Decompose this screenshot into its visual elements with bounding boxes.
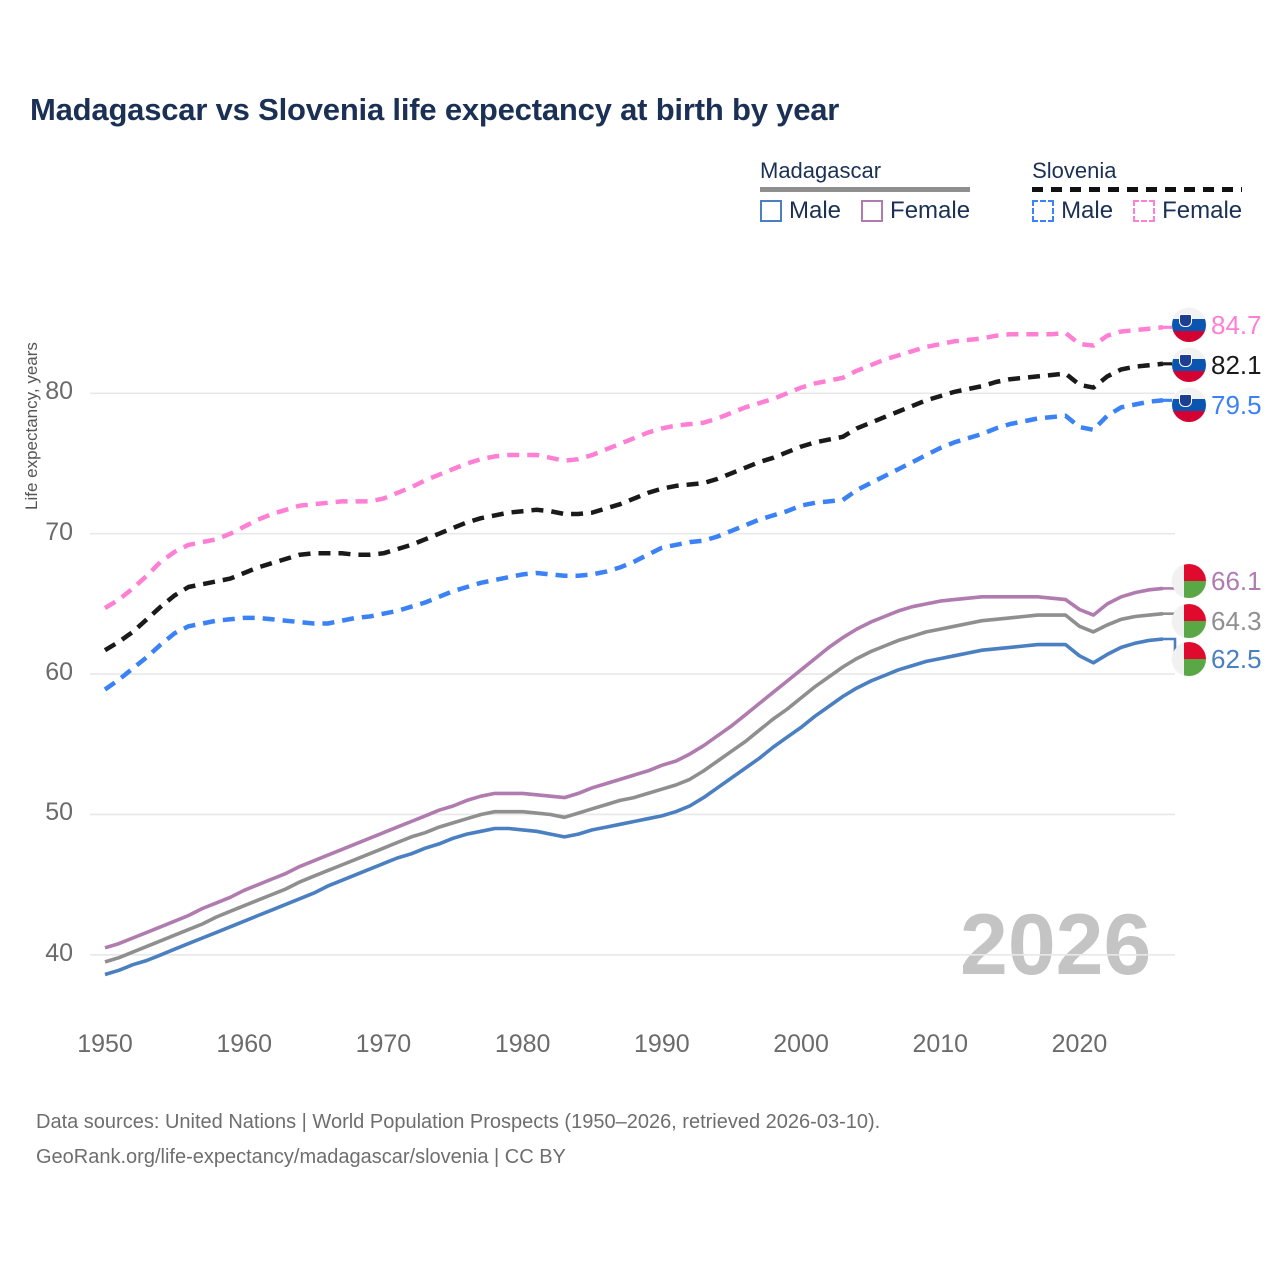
legend-swatch-slovenia-male: [1032, 200, 1055, 222]
end-label-slovenia-female: 84.7: [1172, 308, 1262, 342]
x-axis-tick: 2010: [912, 1030, 969, 1058]
legend-swatch-slovenia-female: [1133, 200, 1156, 222]
y-axis-tick: 70: [45, 517, 73, 546]
slovenia-flag-icon: [1172, 388, 1206, 422]
end-label-slovenia-total: 82.1: [1172, 348, 1262, 382]
slovenia-flag-icon: [1172, 348, 1206, 382]
end-label-slovenia-male: 79.5: [1172, 388, 1262, 422]
slovenia-flag-icon: [1172, 308, 1206, 342]
end-label-value: 84.7: [1211, 310, 1262, 340]
y-axis-tick: 80: [45, 377, 73, 406]
end-label-value: 62.5: [1211, 644, 1262, 674]
legend-item-slovenia-female[interactable]: Female: [1133, 199, 1242, 223]
x-axis-tick: 1970: [355, 1030, 412, 1058]
y-axis-label: Life expectancy, years: [22, 342, 41, 510]
legend-rule-slovenia: [1032, 187, 1243, 192]
madagascar-flag-icon: [1172, 604, 1206, 638]
y-axis-tick: 60: [45, 658, 73, 687]
y-axis-tick: 40: [45, 938, 73, 967]
end-label-madagascar-female: 66.1: [1172, 564, 1262, 598]
x-axis-tick: 1960: [216, 1030, 273, 1058]
footer-line-attribution: GeoRank.org/life-expectancy/madagascar/s…: [36, 1146, 566, 1168]
x-axis-tick: 1990: [634, 1030, 690, 1058]
end-label-value: 64.3: [1211, 606, 1262, 636]
legend-swatch-madagascar-male: [760, 200, 782, 222]
series-line-slovenia-female: [103, 325, 1164, 611]
x-axis-tick: 2000: [773, 1030, 829, 1058]
end-label-value: 79.5: [1211, 390, 1262, 420]
legend-label-slovenia-female: Female: [1162, 197, 1243, 224]
end-label-madagascar-male: 62.5: [1172, 642, 1262, 676]
footer: Data sources: United Nations | World Pop…: [36, 1105, 880, 1175]
series-line-slovenia-male: [103, 398, 1164, 692]
legend-label-madagascar-female: Female: [890, 197, 971, 224]
series-line-slovenia-total: [103, 361, 1164, 653]
y-axis-tick: 50: [45, 798, 73, 827]
legend-label-madagascar-male: Male: [789, 197, 842, 224]
legend-label-slovenia-male: Male: [1061, 197, 1114, 224]
legend-country-slovenia: Slovenia: [1032, 158, 1117, 183]
madagascar-flag-icon: [1172, 564, 1206, 598]
end-label-value: 82.1: [1211, 350, 1262, 380]
end-label-value: 66.1: [1211, 566, 1262, 596]
x-axis-tick: 2020: [1051, 1030, 1108, 1058]
legend-rule-madagascar: [760, 187, 971, 192]
x-axis-tick: 1980: [494, 1030, 551, 1058]
madagascar-flag-icon: [1172, 642, 1206, 676]
legend-group-slovenia: Slovenia Male Female: [1032, 158, 1243, 223]
legend-item-madagascar-male[interactable]: Male: [760, 199, 841, 223]
legend-swatch-madagascar-female: [861, 200, 884, 222]
legend-group-madagascar: Madagascar Male Female: [760, 158, 971, 223]
year-watermark: 2026: [960, 897, 1152, 993]
x-axis-tick: 1950: [77, 1030, 133, 1058]
footer-line-sources: Data sources: United Nations | World Pop…: [36, 1111, 881, 1133]
legend-country-madagascar: Madagascar: [760, 158, 882, 183]
page-title: Madagascar vs Slovenia life expectancy a…: [30, 92, 840, 127]
legend-item-slovenia-male[interactable]: Male: [1032, 199, 1113, 223]
end-label-madagascar-total: 64.3: [1172, 604, 1262, 638]
series-line-madagascar-female: [104, 586, 1164, 950]
legend: Madagascar Male Female Slovenia Male: [760, 158, 1243, 223]
legend-item-madagascar-female[interactable]: Female: [861, 199, 970, 223]
